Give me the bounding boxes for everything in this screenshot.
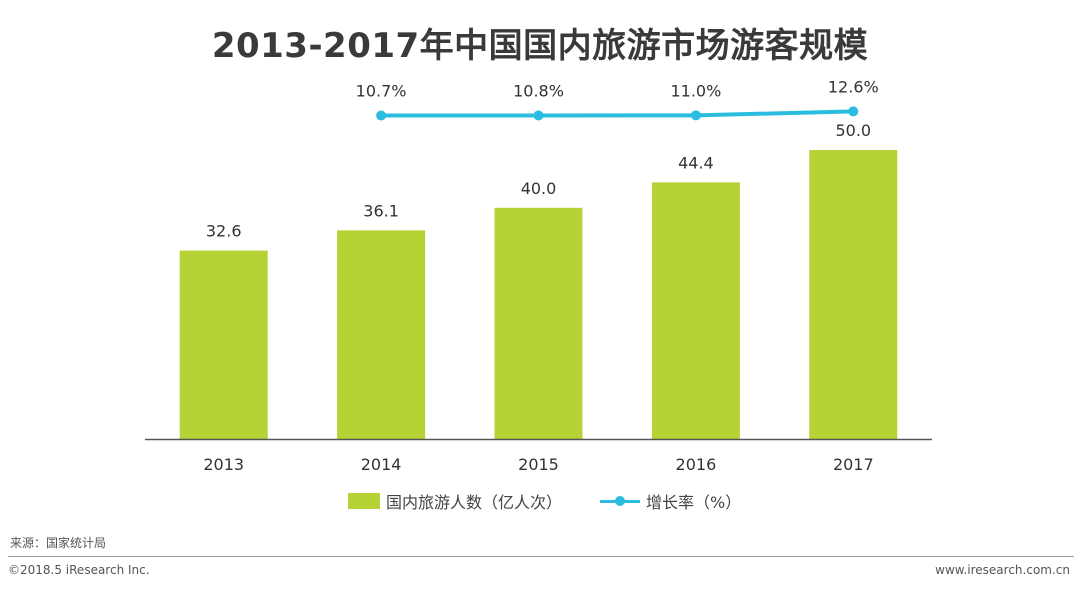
growth-label-2016: 11.0% [670,81,721,100]
bar-2015 [494,207,583,439]
source-note: 来源：国家统计局 [10,536,107,550]
legend-bar-swatch [348,493,380,509]
growth-point-2015 [533,110,544,121]
footer-divider [8,556,1074,557]
growth-label-2017: 12.6% [828,77,879,96]
bar-value-label-2014: 36.1 [363,201,399,220]
x-tick-label-2017: 2017 [833,455,874,474]
legend-line-swatch [600,493,641,509]
x-tick-label-2016: 2016 [676,455,717,474]
chart-title: 2013-2017年中国国内旅游市场游客规模 [211,26,869,66]
website-url: www.iresearch.com.cn [935,563,1070,577]
legend-bar-label: 国内旅游人数（亿人次） [386,493,563,512]
growth-point-2017 [848,106,859,117]
bar-value-label-2015: 40.0 [521,179,557,198]
bar-2017 [809,150,898,439]
growth-point-2014 [376,110,387,121]
legend-item-visitors: 国内旅游人数（亿人次） [348,489,562,513]
legend-line-label: 增长率（%） [646,493,742,512]
bar-value-label-2016: 44.4 [678,153,714,172]
bar-value-label-2013: 32.6 [206,222,242,241]
x-tick-label-2013: 2013 [203,455,244,474]
bar-2016 [651,182,740,440]
bar-2014 [337,230,426,439]
copyright-text: ©2018.5 iResearch Inc. [8,563,150,577]
bar-2013 [179,250,268,439]
growth-label-2014: 10.7% [356,82,407,101]
bar-value-label-2017: 50.0 [835,121,871,140]
growth-rate-line [381,109,854,118]
x-tick-label-2014: 2014 [361,455,402,474]
x-tick-label-2015: 2015 [518,455,559,474]
legend-item-growth: 增长率（%） [600,489,741,513]
chart-legend: 国内旅游人数（亿人次） 增长率（%） [348,489,779,513]
growth-label-2015: 10.8% [513,81,564,100]
growth-point-2016 [690,110,701,121]
